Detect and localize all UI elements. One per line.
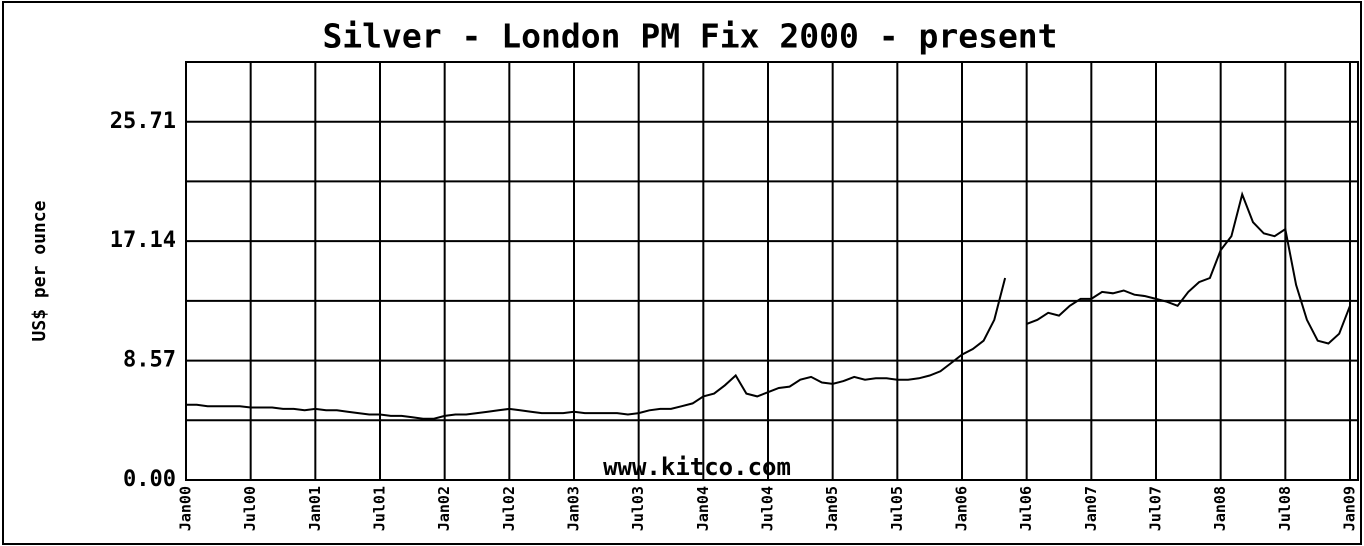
x-tick-label: Jan05 xyxy=(823,486,841,531)
chart-title: Silver - London PM Fix 2000 - present xyxy=(322,17,1057,56)
y-tick-label: 0.00 xyxy=(123,467,176,492)
x-tick-label: Jul02 xyxy=(500,486,518,531)
x-tick-label: Jan00 xyxy=(177,486,195,531)
y-tick-label: 17.14 xyxy=(110,228,176,253)
y-tick-label: 8.57 xyxy=(123,348,176,373)
x-tick-label: Jan06 xyxy=(953,486,971,531)
x-tick-label: Jul06 xyxy=(1017,486,1035,531)
x-tick-label: Jan08 xyxy=(1211,486,1229,531)
y-axis-label: US$ per ounce xyxy=(29,200,50,341)
price-line xyxy=(186,191,1351,420)
x-tick-label: Jan03 xyxy=(565,486,583,531)
x-tick-label: Jan02 xyxy=(435,486,453,531)
plot-area xyxy=(185,61,1359,481)
x-tick-label: Jul07 xyxy=(1147,486,1165,531)
x-tick-label: Jul05 xyxy=(888,486,906,531)
y-tick-label: 25.71 xyxy=(110,109,176,134)
x-tick-label: Jul00 xyxy=(241,486,259,531)
x-tick-label: Jul04 xyxy=(759,486,777,531)
x-tick-label: Jan07 xyxy=(1082,486,1100,531)
x-tick-label: Jan04 xyxy=(694,486,712,531)
x-tick-label: Jul08 xyxy=(1276,486,1294,531)
x-tick-label: Jan09 xyxy=(1341,486,1359,531)
watermark: www.kitco.com xyxy=(603,453,791,481)
x-tick-label: Jul01 xyxy=(371,486,389,531)
x-tick-label: Jul03 xyxy=(629,486,647,531)
x-tick-label: Jan01 xyxy=(306,486,324,531)
